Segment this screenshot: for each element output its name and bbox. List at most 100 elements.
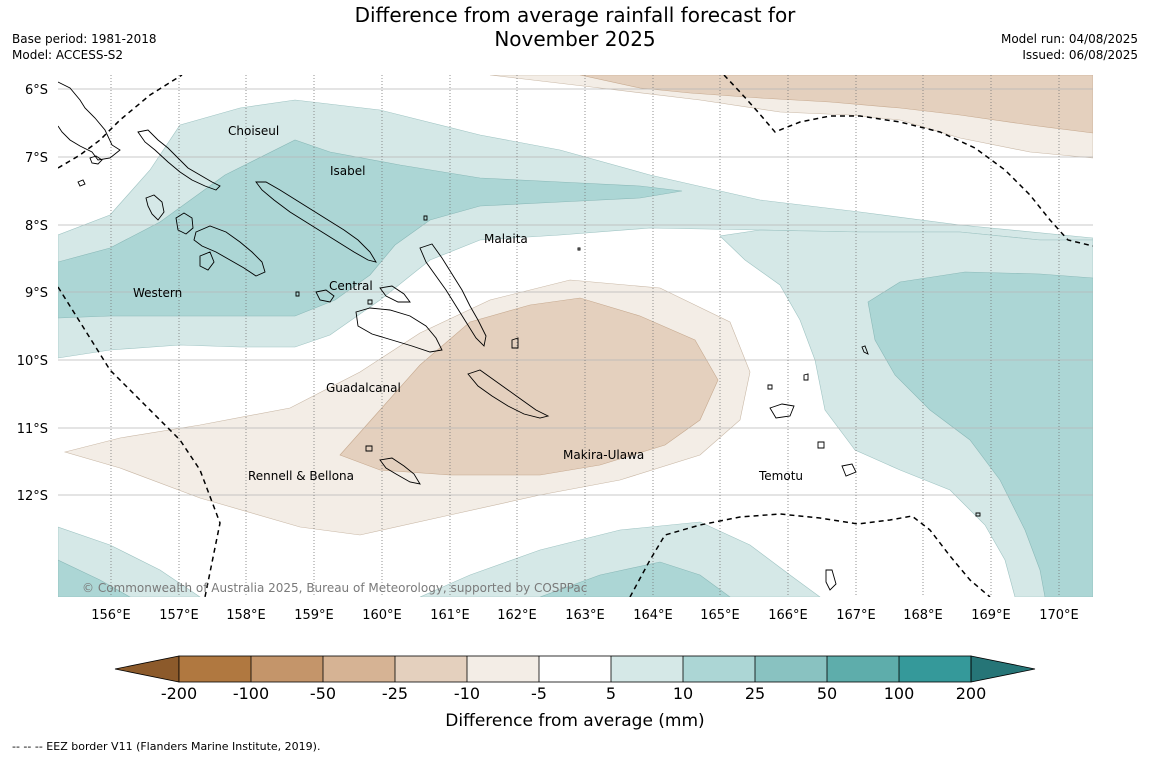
colorbar-tick: 100 (884, 684, 915, 703)
lon-label-169e: 169°E (971, 608, 1011, 623)
vanikoro-island (817, 441, 825, 449)
lon-label-170e: 170°E (1039, 608, 1079, 623)
lon-label-159e: 159°E (294, 608, 334, 623)
small-islet-nw (77, 179, 86, 187)
sikaiana-islet (577, 247, 581, 251)
lat-label-10s: 10°S (17, 354, 48, 369)
colorbar-bin-8 (683, 656, 755, 682)
colorbar-bin-3 (323, 656, 395, 682)
region-label-temotu: Temotu (758, 469, 803, 483)
lon-label-168e: 168°E (903, 608, 943, 623)
colorbar-bin-5 (467, 656, 539, 682)
region-label-choiseul: Choiseul (228, 124, 279, 138)
metadata-right: Model run: 04/08/2025 Issued: 06/08/2025 (1001, 31, 1138, 63)
anuta-islet (767, 384, 773, 390)
kolombangara-island (175, 212, 194, 235)
colorbar-bin-4 (395, 656, 467, 682)
lat-label-8s: 8°S (25, 219, 48, 234)
lon-label-163e: 163°E (565, 608, 605, 623)
colorbar-tick: -100 (233, 684, 269, 703)
lon-label-162e: 162°E (497, 608, 537, 623)
colorbar-bin-2 (251, 656, 323, 682)
colorbar-tick: 25 (745, 684, 765, 703)
malaita-island (419, 243, 487, 347)
russell-islands (379, 285, 411, 303)
contour-wet-south-core (539, 561, 731, 597)
lat-label-12s: 12°S (17, 489, 48, 504)
lon-label-164e: 164°E (633, 608, 673, 623)
contour-dry-northeast-core (579, 75, 1093, 134)
vella-lavella-island (145, 194, 165, 221)
guadalcanal-island (355, 307, 443, 353)
colorbar-bin-9 (755, 656, 827, 682)
region-label-makira: Makira-Ulawa (563, 448, 644, 462)
makira-island (467, 369, 550, 419)
colorbar-bin-1 (179, 656, 251, 682)
longitude-gridlines (110, 75, 1060, 597)
lat-label-9s: 9°S (25, 286, 48, 301)
base-period-text: Base period: 1981-2018 (12, 32, 157, 46)
lon-label-165e: 165°E (700, 608, 740, 623)
colorbar-tick: 10 (673, 684, 693, 703)
south-islet (825, 569, 837, 591)
lon-label-158e: 158°E (226, 608, 266, 623)
duff-islands (861, 345, 869, 355)
coastlines (58, 81, 981, 591)
colorbar-tick: 50 (817, 684, 837, 703)
lon-label-156e: 156°E (91, 608, 131, 623)
lat-label-11s: 11°S (17, 422, 48, 437)
colorbar-title: Difference from average (mm) (445, 711, 704, 731)
longitude-labels: 156°E 157°E 158°E 159°E 160°E 161°E 162°… (91, 608, 1079, 623)
lon-label-167e: 167°E (836, 608, 876, 623)
rendova-island (199, 251, 215, 271)
colorbar-bin-6 (539, 656, 611, 682)
colorbar-bin-11 (899, 656, 971, 682)
colorbar-tick: -10 (454, 684, 480, 703)
colorbar-extend-low (114, 655, 180, 683)
issued-text: Issued: 06/08/2025 (1022, 48, 1138, 62)
reef-islands (803, 373, 809, 381)
tikopia-island (975, 512, 981, 517)
contour-wet-north-10-25 (58, 139, 683, 319)
map-title: Difference from average rainfall forecas… (0, 3, 1150, 51)
lon-label-161e: 161°E (430, 608, 470, 623)
santa-cruz-ndende (769, 403, 795, 419)
colorbar-tick: -200 (161, 684, 197, 703)
colorbar-tick: -25 (382, 684, 408, 703)
mbanika-islet (367, 299, 373, 305)
eez-border (58, 75, 1093, 597)
model-text: Model: ACCESS-S2 (12, 48, 124, 62)
new-georgia-island (193, 225, 266, 277)
eez-footnote: -- -- -- EEZ border V11 (Flanders Marine… (12, 740, 321, 753)
metadata-left: Base period: 1981-2018 Model: ACCESS-S2 (12, 31, 157, 63)
isabel-island (255, 181, 377, 263)
utupua-island (841, 463, 857, 477)
region-label-guadalcanal: Guadalcanal (326, 381, 401, 395)
colorbar-tick: 200 (956, 684, 987, 703)
copyright-notice: © Commonwealth of Australia 2025, Bureau… (82, 581, 587, 595)
contour-wet-east-10-25 (867, 271, 1093, 597)
colorbar-bin-10 (827, 656, 899, 682)
title-line-2: November 2025 (494, 27, 656, 51)
colorbar-tick: -50 (310, 684, 336, 703)
region-label-central: Central (329, 279, 373, 293)
lat-label-6s: 6°S (25, 83, 48, 98)
latitude-labels: 6°S 7°S 8°S 9°S 10°S 11°S 12°S (17, 83, 48, 504)
colorbar-ticks: -200 -100 -50 -25 -10 -5 5 10 25 50 100 … (161, 684, 986, 703)
map-panel: Choiseul Isabel Malaita Western Central … (58, 75, 1093, 597)
savo-islet (295, 291, 300, 297)
colorbar: -200 -100 -50 -25 -10 -5 5 10 25 50 100 … (114, 655, 1036, 731)
model-run-text: Model run: 04/08/2025 (1000, 32, 1138, 46)
bougainville-island (58, 81, 121, 161)
rennell-island (379, 457, 421, 485)
shortland-islands (89, 155, 103, 165)
latitude-gridlines (58, 88, 1093, 496)
choiseul-island (137, 129, 221, 191)
lat-label-7s: 7°S (25, 151, 48, 166)
colorbar-bin-7 (611, 656, 683, 682)
lon-label-160e: 160°E (362, 608, 402, 623)
region-label-isabel: Isabel (330, 164, 365, 178)
ulawa-island (511, 337, 519, 349)
bellona-island (365, 445, 373, 452)
